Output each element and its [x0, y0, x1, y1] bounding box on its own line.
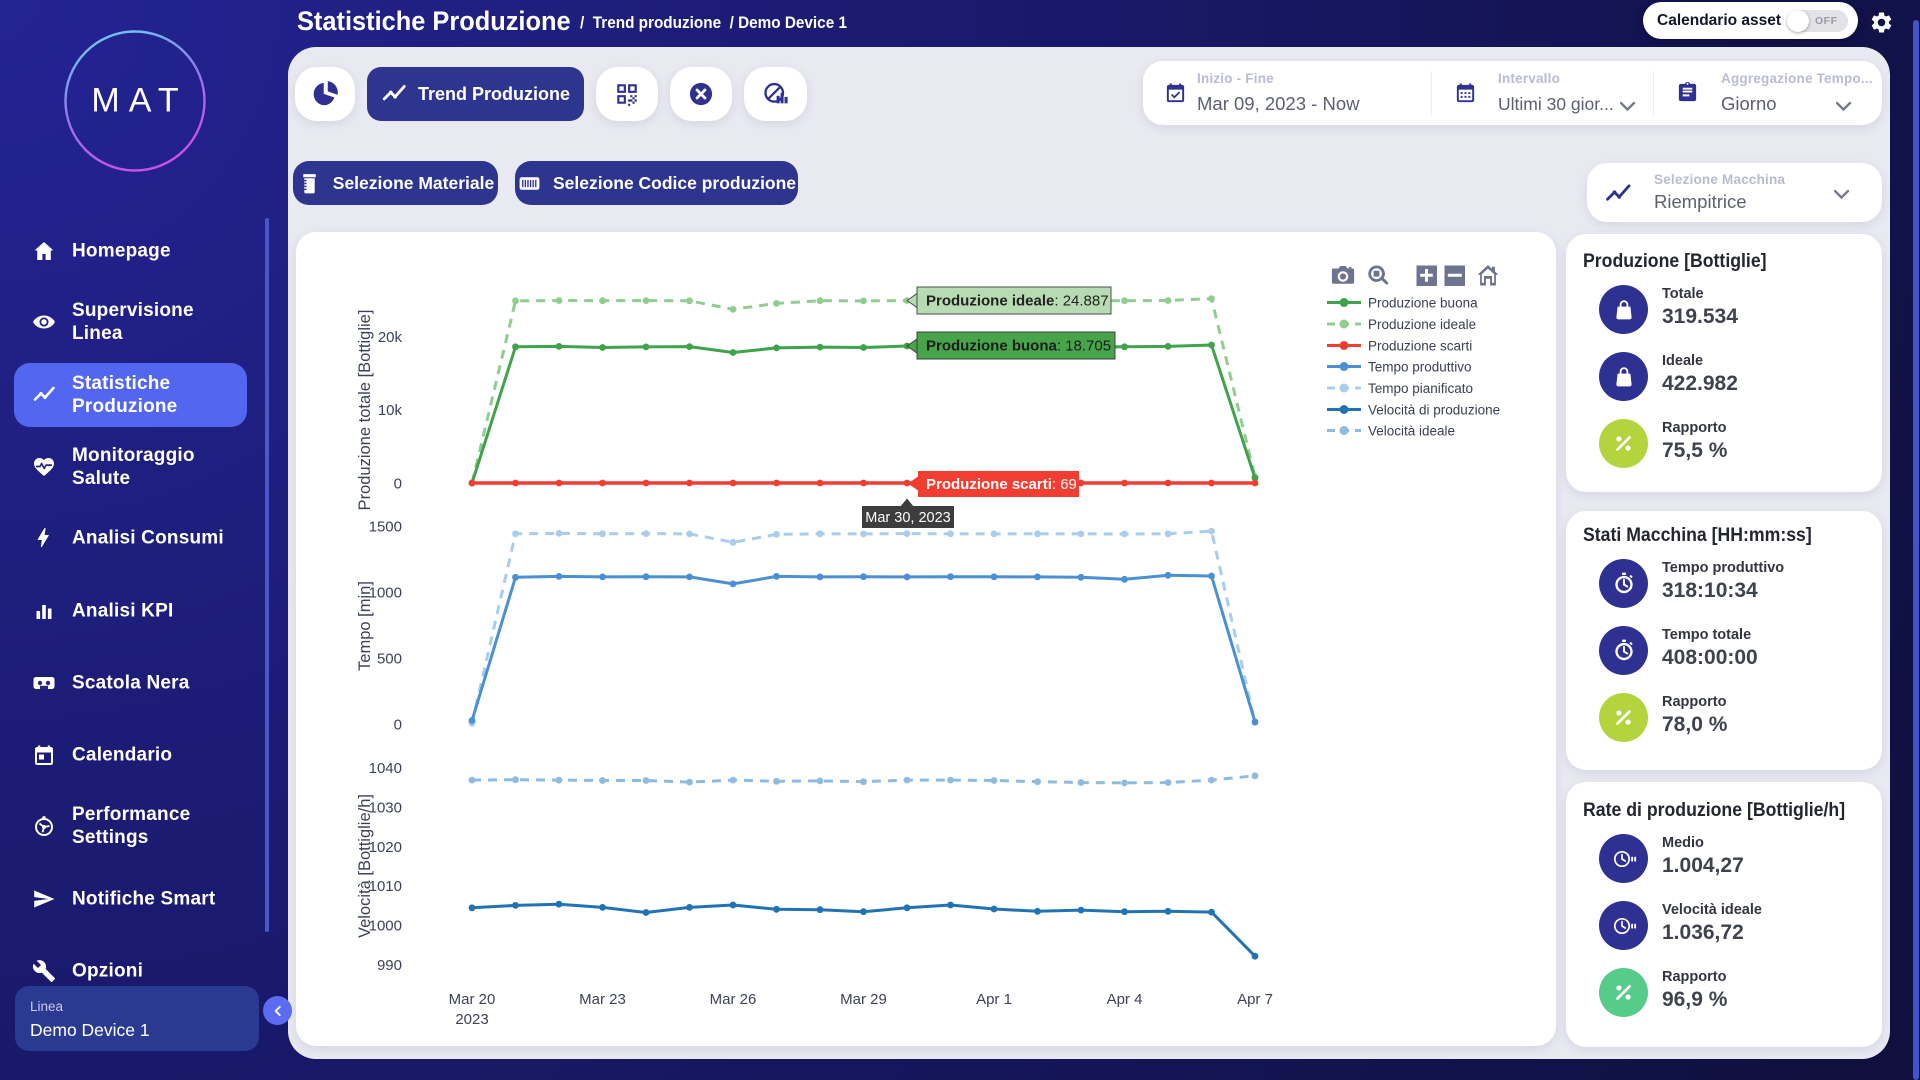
svg-text:Produzione totale [Bottiglie]: Produzione totale [Bottiglie]	[356, 310, 374, 511]
svg-text:Mar 20: Mar 20	[449, 991, 496, 1008]
svg-text:Produzione ideale: Produzione ideale	[1368, 317, 1476, 332]
svg-text:Apr 1: Apr 1	[976, 991, 1012, 1008]
svg-text:1020: 1020	[369, 839, 402, 856]
svg-text:Tempo [min]: Tempo [min]	[356, 581, 374, 671]
svg-text:Mar 23: Mar 23	[579, 991, 626, 1008]
svg-text:Mar 30, 2023: Mar 30, 2023	[865, 510, 950, 526]
svg-text:20k: 20k	[378, 329, 403, 346]
svg-text:1010: 1010	[369, 878, 402, 895]
svg-text:Velocità di produzione: Velocità di produzione	[1368, 403, 1500, 418]
svg-text:990: 990	[377, 957, 402, 974]
svg-text:Produzione ideale: 24.887: Produzione ideale: 24.887	[926, 293, 1109, 310]
svg-text:1000: 1000	[369, 918, 402, 935]
svg-text:Apr 4: Apr 4	[1107, 991, 1143, 1008]
svg-text:1040: 1040	[369, 760, 402, 777]
svg-text:0: 0	[394, 717, 402, 734]
svg-text:10k: 10k	[378, 402, 403, 419]
svg-text:Mar 29: Mar 29	[840, 991, 887, 1008]
svg-text:1500: 1500	[369, 519, 402, 536]
svg-text:Apr 7: Apr 7	[1237, 991, 1273, 1008]
svg-text:Produzione buona: Produzione buona	[1368, 296, 1478, 311]
svg-text:Produzione scarti: Produzione scarti	[1368, 339, 1472, 354]
svg-text:Tempo produttivo: Tempo produttivo	[1368, 360, 1472, 375]
svg-text:1000: 1000	[369, 585, 402, 602]
svg-text:Produzione scarti: 69: Produzione scarti: 69	[926, 476, 1077, 493]
svg-text:Mar 26: Mar 26	[710, 991, 757, 1008]
svg-text:1030: 1030	[369, 799, 402, 816]
svg-text:0: 0	[394, 476, 402, 493]
svg-text:Tempo pianificato: Tempo pianificato	[1368, 381, 1473, 396]
svg-text:500: 500	[377, 651, 402, 668]
svg-text:2023: 2023	[455, 1011, 488, 1028]
svg-text:Produzione buona: 18.705: Produzione buona: 18.705	[926, 338, 1111, 355]
svg-text:Velocità ideale: Velocità ideale	[1368, 424, 1455, 439]
svg-text:Velocità [Bottiglie/h]: Velocità [Bottiglie/h]	[356, 794, 374, 938]
